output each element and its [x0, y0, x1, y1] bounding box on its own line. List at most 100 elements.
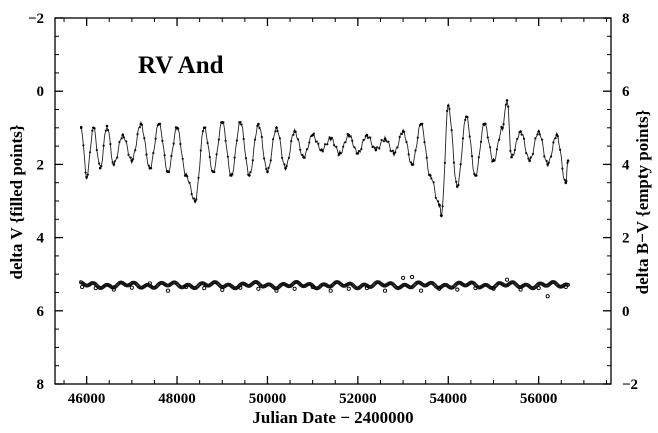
delta-bv-point — [147, 281, 152, 286]
delta-v-point — [202, 126, 206, 130]
delta-v-point — [452, 161, 455, 164]
delta-bv-point — [431, 282, 436, 287]
delta-v-point — [193, 199, 197, 203]
delta-v-point — [148, 166, 152, 170]
delta-v-point — [239, 121, 242, 124]
x-axis-title: Julian Date − 2400000 — [252, 408, 413, 427]
delta-v-point — [464, 118, 467, 121]
delta-v-point — [529, 156, 532, 159]
x-tick-label: 48000 — [158, 391, 196, 407]
delta-v-point — [267, 166, 270, 169]
delta-v-point — [269, 159, 272, 162]
delta-v-point — [465, 115, 468, 119]
delta-v-point — [275, 126, 278, 130]
delta-bv-point — [493, 284, 498, 288]
y-right-tick-label: 0 — [622, 304, 630, 320]
delta-v-point — [391, 149, 394, 152]
delta-v-point — [344, 141, 347, 144]
delta-v-point — [527, 157, 530, 160]
delta-v-point — [554, 137, 557, 140]
delta-v-point — [217, 138, 220, 141]
delta-bv-point — [554, 281, 558, 286]
delta-v-point — [357, 149, 361, 153]
delta-v-point — [98, 162, 101, 165]
delta-bv-point — [256, 281, 261, 286]
delta-v-point — [385, 139, 388, 142]
x-tick-label: 46000 — [68, 391, 106, 407]
delta-v-point — [528, 159, 531, 162]
delta-v-point — [502, 123, 505, 126]
delta-v-point — [244, 157, 248, 160]
delta-v-point — [299, 148, 302, 151]
delta-v-point — [531, 152, 535, 155]
delta-v-point — [353, 146, 356, 149]
y-right-tick-label: 4 — [622, 157, 630, 173]
delta-v-point — [161, 139, 164, 142]
delta-v-point — [440, 214, 443, 217]
delta-v-point — [206, 141, 209, 145]
y-left-tick-label: 2 — [37, 157, 45, 173]
y-left-tick-label: 8 — [37, 377, 45, 393]
delta-v-point — [450, 129, 453, 132]
delta-bv-point — [513, 281, 518, 286]
delta-v-point — [347, 133, 351, 137]
delta-v-point — [356, 152, 360, 155]
delta-bv-point — [134, 282, 139, 287]
delta-v-point — [365, 133, 369, 137]
delta-v-point — [190, 193, 193, 196]
delta-v-point — [455, 180, 458, 183]
delta-bv-point — [504, 277, 510, 282]
delta-v-point — [443, 161, 446, 164]
delta-v-point — [374, 148, 378, 152]
delta-bv-point — [451, 284, 456, 289]
delta-v-point — [509, 149, 512, 152]
delta-v-point — [197, 176, 200, 179]
y-left-tick-label: 0 — [37, 84, 45, 100]
delta-bv-point — [114, 283, 119, 288]
delta-v-point — [100, 165, 103, 168]
delta-v-point — [566, 159, 570, 162]
delta-v-point — [525, 152, 528, 155]
delta-bv-point — [256, 286, 261, 291]
delta-v-point — [563, 178, 566, 181]
delta-v-point — [258, 126, 261, 130]
delta-v-point — [479, 140, 483, 143]
delta-v-point — [256, 124, 259, 127]
delta-bv-point — [175, 282, 180, 286]
delta-v-point — [79, 126, 83, 130]
delta-v-point — [380, 138, 383, 142]
delta-bv-point — [455, 287, 460, 292]
delta-v-point — [272, 138, 275, 141]
delta-v-point — [324, 143, 327, 146]
delta-v-point — [296, 138, 300, 141]
delta-v-point — [130, 159, 134, 162]
delta-v-point — [326, 143, 329, 146]
delta-bv-point — [534, 284, 539, 289]
delta-v-point — [474, 174, 477, 177]
delta-bv-point — [419, 288, 424, 293]
delta-v-point — [546, 163, 549, 166]
delta-v-point — [98, 166, 102, 170]
delta-v-point — [251, 159, 254, 162]
delta-v-point — [221, 121, 224, 124]
delta-v-point — [122, 136, 125, 139]
delta-v-point — [139, 122, 143, 126]
delta-bv-point — [518, 287, 523, 292]
y-right-tick-label: −2 — [622, 377, 638, 393]
delta-v-point — [495, 148, 498, 151]
delta-v-point — [134, 149, 137, 152]
delta-bv-point — [220, 287, 225, 292]
delta-v-point — [351, 139, 354, 142]
series-delta-v — [79, 99, 570, 219]
delta-bv-point — [330, 283, 335, 288]
delta-v-point — [513, 148, 517, 152]
delta-v-point — [201, 130, 205, 133]
delta-bv-point — [533, 285, 538, 290]
delta-v-point — [86, 173, 89, 176]
delta-v-point — [534, 137, 537, 140]
delta-v-point — [519, 130, 522, 133]
delta-bv-point — [292, 286, 297, 291]
delta-v-point — [293, 130, 296, 133]
y-right-tick-label: 2 — [622, 231, 630, 247]
delta-v-point — [511, 153, 514, 156]
